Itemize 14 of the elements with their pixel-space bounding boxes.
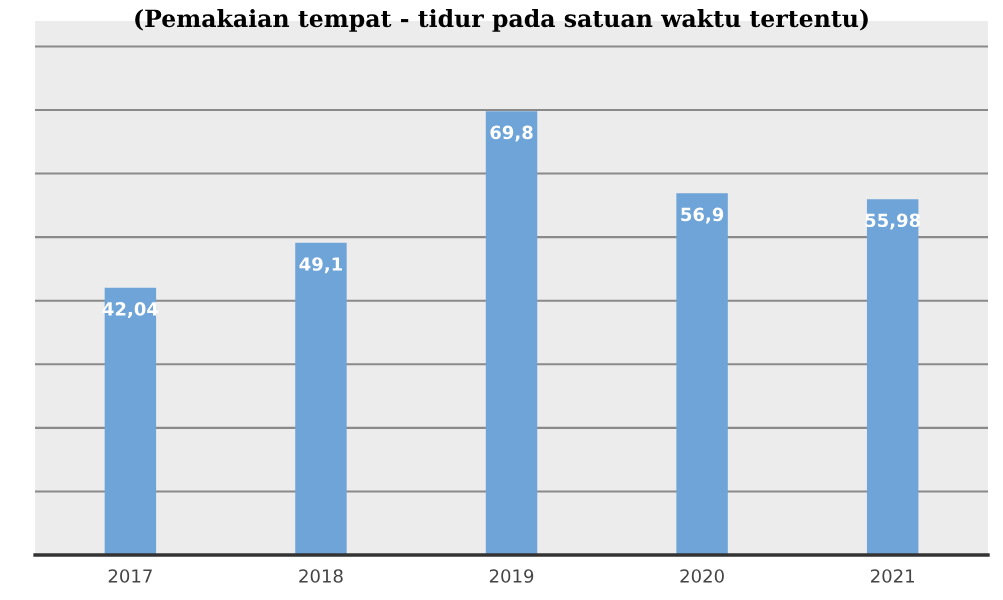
x-tick-label: 2018 <box>299 569 343 583</box>
x-tick-label: 2021 <box>871 569 914 583</box>
bar <box>104 287 157 555</box>
bar <box>295 242 347 555</box>
bar <box>866 199 919 555</box>
bar <box>676 193 728 555</box>
x-tick-label: 2019 <box>489 569 534 583</box>
data-label: 49,1 <box>299 257 342 274</box>
data-label: 56,9 <box>681 207 724 224</box>
data-label: 69,8 <box>490 125 533 142</box>
x-tick-label: 2020 <box>680 569 724 583</box>
chart-title: (Pemakaian tempat - tidur pada satuan waktu tertentu) <box>135 9 868 32</box>
bar <box>485 111 538 555</box>
x-tick-label: 2017 <box>108 569 152 583</box>
